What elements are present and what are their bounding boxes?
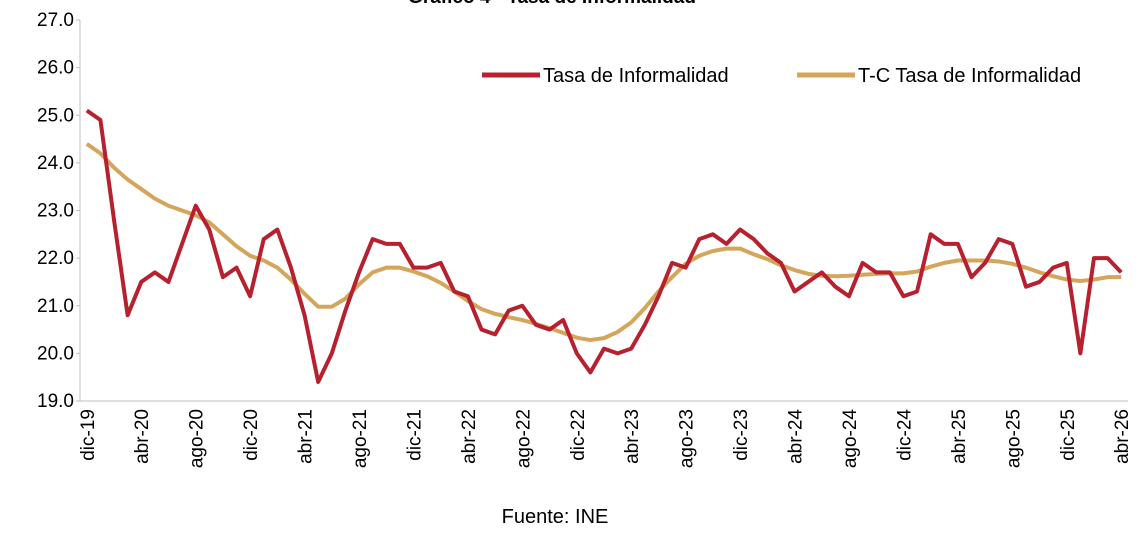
x-tick-label: abr-22 (459, 409, 480, 464)
x-tick-label: ago-25 (1003, 409, 1024, 468)
x-tick-label: abr-24 (786, 409, 807, 464)
x-tick-label: abr-21 (296, 409, 317, 464)
x-tick-label: abr-20 (132, 409, 153, 464)
x-tick-label: ago-23 (677, 409, 698, 468)
x-tick-label: dic-23 (731, 409, 752, 461)
y-tick-label: 27.0 (37, 10, 74, 31)
source-note: Fuente: INE (502, 506, 609, 528)
y-tick-label: 21.0 (37, 296, 74, 317)
y-tick-label: 23.0 (37, 201, 74, 222)
y-tick-label: 20.0 (37, 343, 74, 364)
chart-title: Gráfico 4 - Tasa de Informalidad (408, 0, 696, 8)
x-tick-label: dic-25 (1058, 409, 1079, 461)
x-tick-label: abr-25 (949, 409, 970, 464)
x-tick-label: ago-20 (187, 409, 208, 468)
y-tick-label: 24.0 (37, 153, 74, 174)
series-line (85, 142, 1122, 343)
legend-label: T-C Tasa de Informalidad (858, 65, 1081, 87)
x-tick-label: dic-20 (241, 409, 262, 461)
x-tick-label: ago-21 (350, 409, 371, 468)
x-tick-label: ago-24 (840, 409, 861, 469)
y-tick-label: 26.0 (37, 58, 74, 79)
x-tick-label: dic-19 (78, 409, 99, 461)
y-tick-label: 22.0 (37, 248, 74, 269)
y-tick-label: 19.0 (37, 391, 74, 412)
x-tick-label: dic-24 (894, 409, 915, 461)
x-tick-label: ago-22 (513, 409, 534, 468)
y-tick-label: 25.0 (37, 105, 74, 126)
x-tick-label: abr-26 (1112, 409, 1133, 464)
x-tick-label: dic-21 (404, 409, 425, 461)
legend-label: Tasa de Informalidad (543, 65, 729, 87)
series-line (85, 108, 1123, 384)
x-tick-label: dic-22 (568, 409, 589, 461)
x-tick-label: abr-23 (622, 409, 643, 464)
